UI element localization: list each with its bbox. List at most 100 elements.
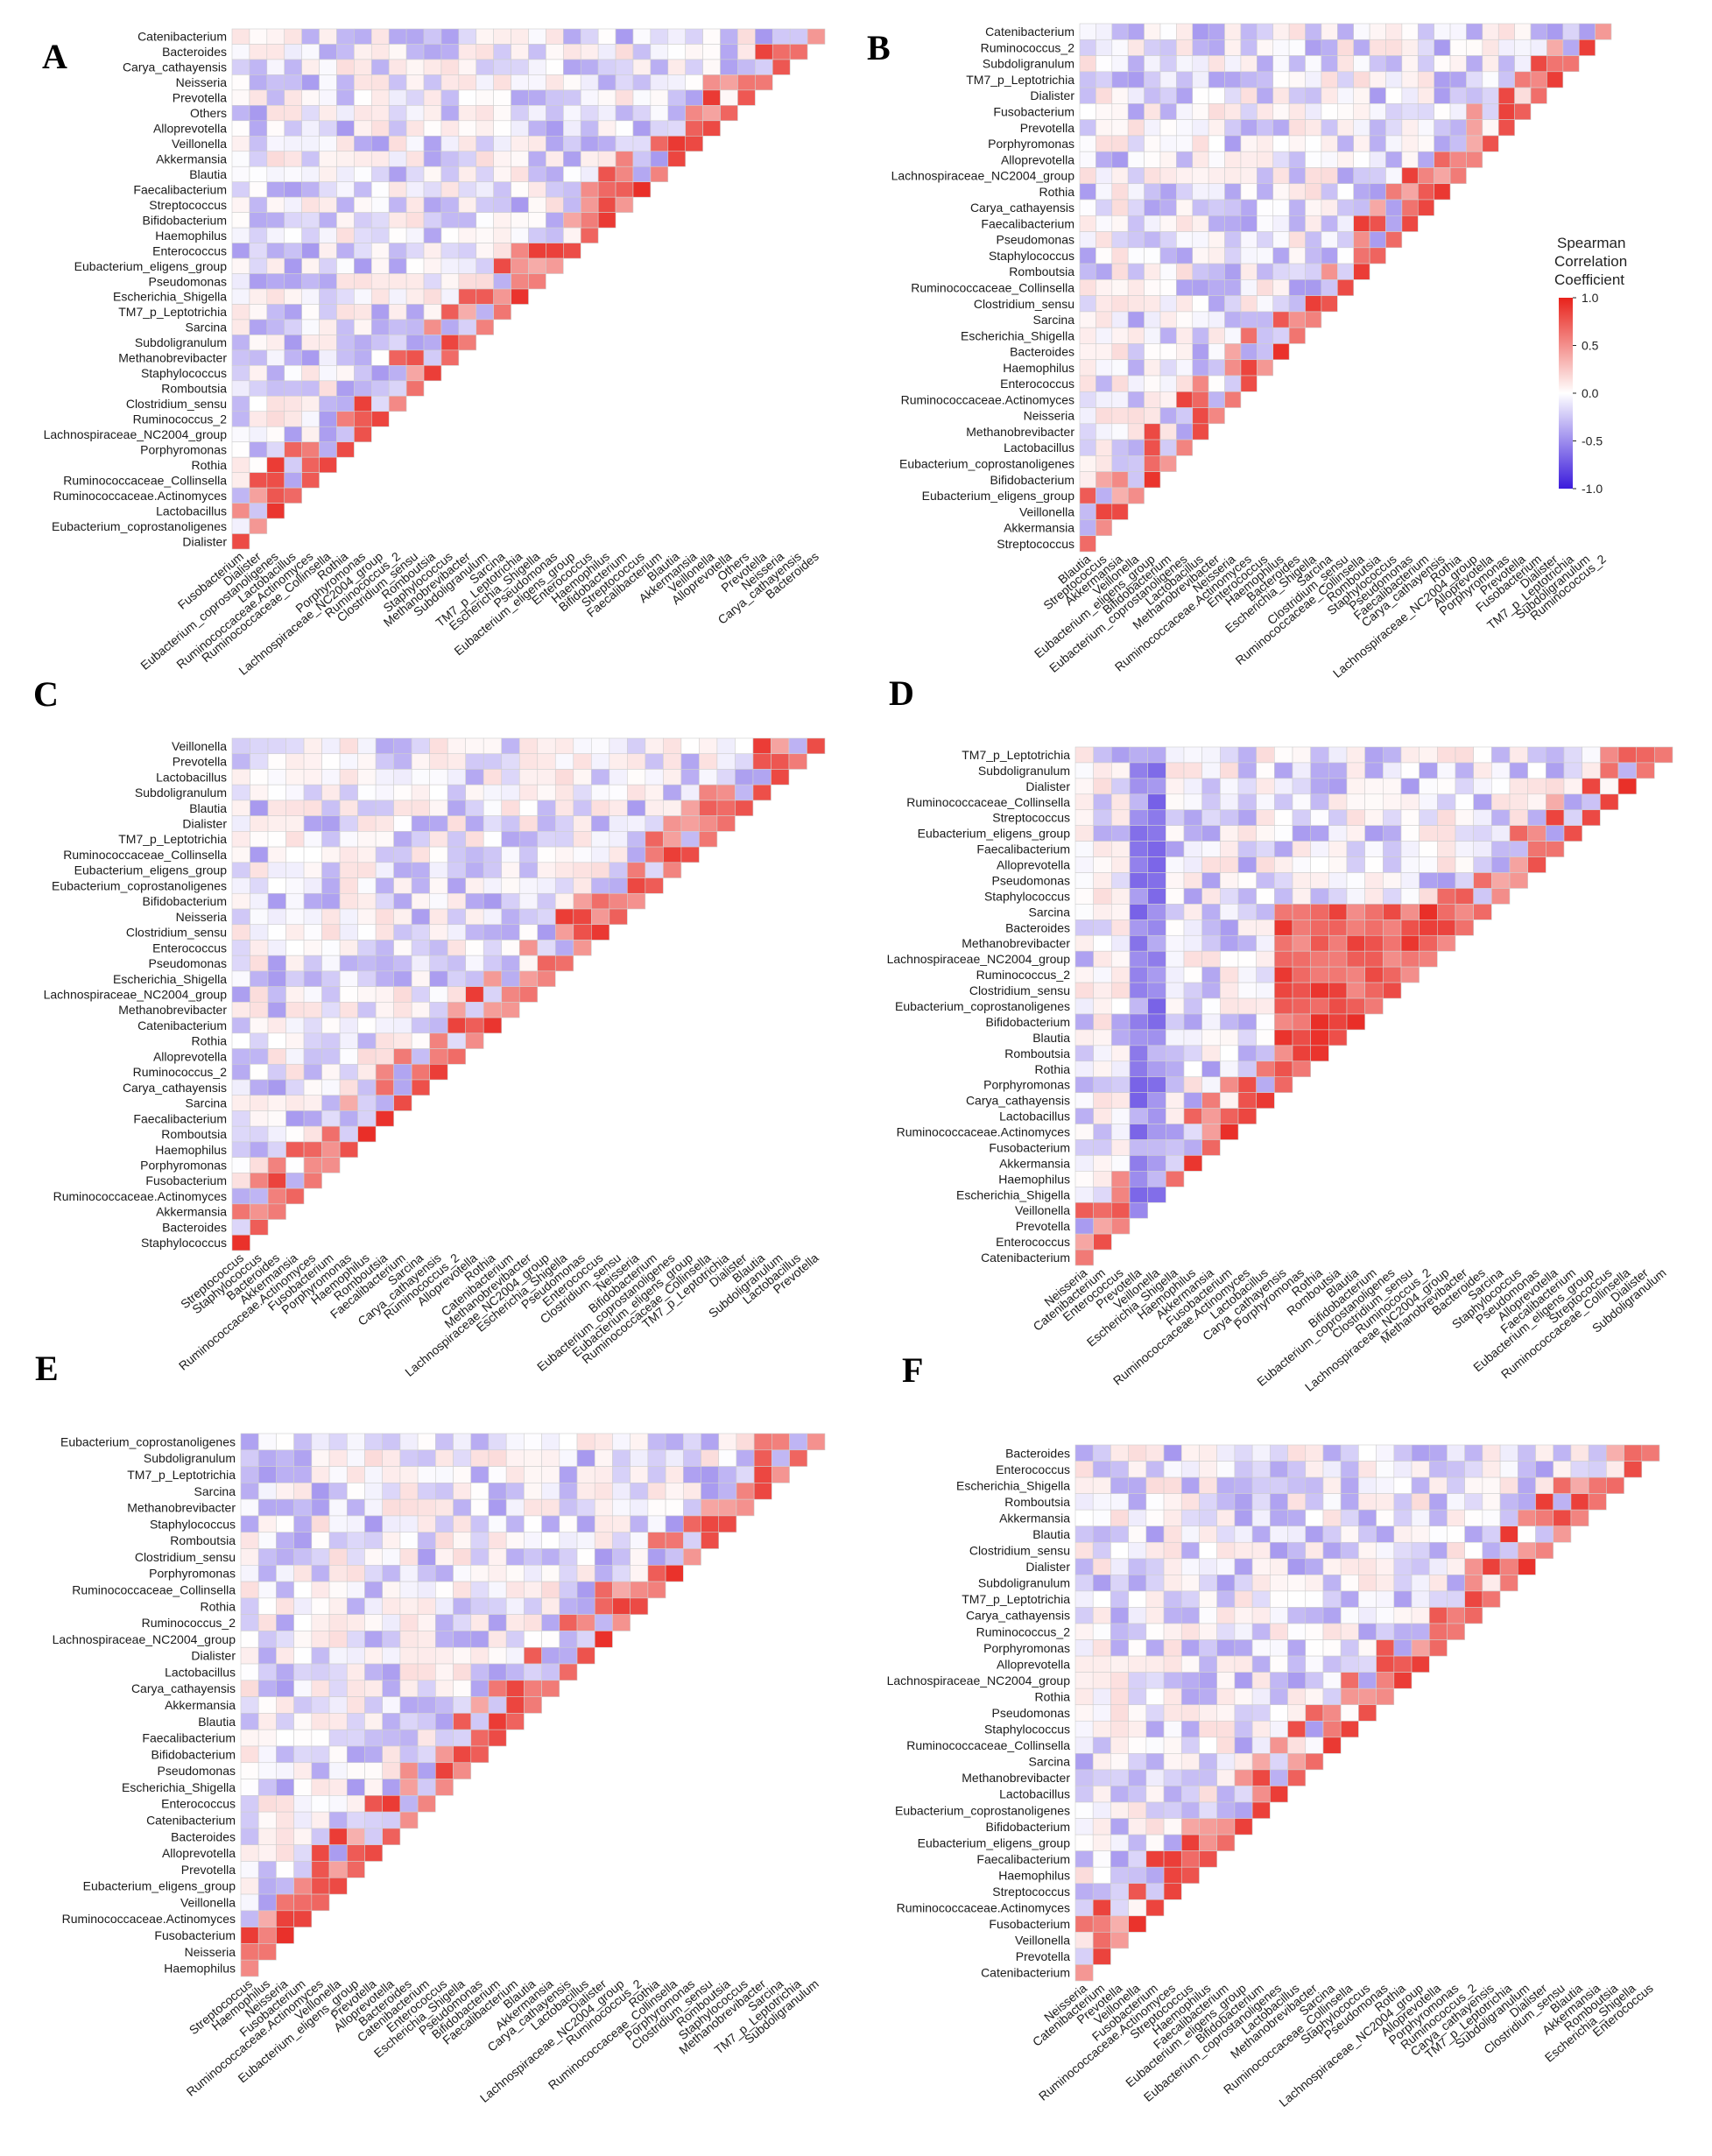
heatmap-cell [301,44,320,60]
heatmap-cell [1328,856,1348,873]
heatmap-cell [1562,55,1580,73]
heatmap-cell [1447,1590,1465,1608]
heatmap-cell [1310,825,1329,842]
heatmap-cell [559,1466,578,1483]
heatmap-cell [1287,1753,1307,1771]
row-label-ruminococcaceae-collinsella: Ruminococcaceae_Collinsella [906,795,1070,809]
heatmap-cell [576,1581,595,1599]
heatmap-cell [1411,1655,1430,1673]
heatmap-cell [370,335,390,351]
heatmap-cell [1466,87,1483,104]
heatmap-cell [1393,1476,1413,1494]
heatmap-cell [1400,841,1420,857]
heatmap-cell [1183,1124,1202,1140]
heatmap-cell [284,181,302,198]
heatmap-cell [240,1565,259,1582]
heatmap-cell [1127,39,1145,56]
heatmap-cell [249,411,268,427]
heatmap-cell [1208,39,1225,56]
row-label-sarcina: Sarcina [194,1484,236,1498]
heatmap-cell [630,1433,649,1451]
heatmap-cell [511,89,529,106]
heatmap-cell [501,955,520,972]
heatmap-cell [737,44,756,60]
heatmap-cell [266,243,285,259]
heatmap-cell [240,1614,259,1631]
heatmap-cell [1159,327,1177,344]
heatmap-cell [559,1614,578,1631]
heatmap-cell [1237,1060,1257,1078]
heatmap-cell [501,769,520,786]
heatmap-cell [1364,825,1384,842]
heatmap-cell [1274,888,1293,905]
heatmap-cell [1074,1786,1094,1803]
heatmap-cell [411,784,430,801]
heatmap-cell [1128,1801,1147,1819]
row-label-sarcina: Sarcina [1033,313,1075,327]
heatmap-cell [370,227,390,243]
heatmap-cell [1383,934,1402,952]
heatmap-cell [1240,119,1258,137]
heatmap-cell [336,166,355,183]
heatmap-cell [1201,1139,1221,1156]
heatmap-cell [370,304,390,321]
heatmap-cell [1145,1687,1165,1706]
heatmap-cell [1385,55,1403,73]
row-label-ruminococcus-2: Ruminococcus_2 [133,1065,228,1079]
heatmap-cell [1563,778,1582,795]
heatmap-cell [1111,1171,1131,1187]
heatmap-cell [458,28,477,45]
heatmap-cell [737,28,756,45]
heatmap-cell [720,59,738,75]
heatmap-cell [573,784,592,801]
heatmap-cell [1183,1013,1202,1031]
heatmap-cell [453,1466,472,1483]
heatmap-cell [1509,841,1528,857]
heatmap-cell [346,1680,365,1697]
heatmap-cell [1272,151,1290,168]
heatmap-cell [231,518,250,534]
heatmap-cell [1093,746,1112,764]
heatmap-cell [788,753,807,770]
heatmap-cell [1518,1558,1536,1575]
heatmap-cell [1272,343,1290,361]
heatmap-cell [630,1483,649,1500]
heatmap-cell [1176,407,1194,425]
heatmap-cell [476,243,494,259]
heatmap-cell [1093,919,1112,936]
heatmap-cell [321,862,341,878]
heatmap-cell [1473,809,1492,827]
heatmap-cell [1256,950,1275,968]
heatmap-cell [702,59,721,75]
heatmap-cell [1272,87,1290,104]
heatmap-cell [1353,103,1370,120]
heatmap-cell [537,970,556,987]
heatmap-cell [339,892,358,910]
heatmap-cell [319,135,337,152]
heatmap-cell [267,1125,286,1143]
heatmap-cell [1606,1444,1624,1462]
heatmap-cell [1163,1850,1182,1868]
heatmap-cell [1079,471,1096,489]
heatmap-cell [364,1828,383,1845]
heatmap-cell [440,273,460,290]
row-label-ruminococcaceae-collinsella: Ruminococcaceae_Collinsella [906,1738,1070,1752]
heatmap-cell [1208,375,1225,392]
heatmap-cell [423,105,442,122]
heatmap-cell [276,1597,294,1615]
heatmap-cell [399,1597,419,1615]
heatmap-cell [231,503,250,519]
heatmap-cell [293,1532,313,1549]
heatmap-cell [447,737,466,755]
heatmap-cell [1074,1045,1094,1062]
heatmap-cell [465,815,484,832]
heatmap-cell [1237,1013,1257,1031]
heatmap-cell [537,831,556,848]
heatmap-cell [594,1565,613,1582]
heatmap-cell [1129,1013,1148,1031]
heatmap-cell [266,181,285,198]
heatmap-cell [1310,746,1329,764]
heatmap-cell [1166,997,1185,1015]
heatmap-cell [1447,1525,1465,1543]
heatmap-cell [1145,1834,1165,1851]
